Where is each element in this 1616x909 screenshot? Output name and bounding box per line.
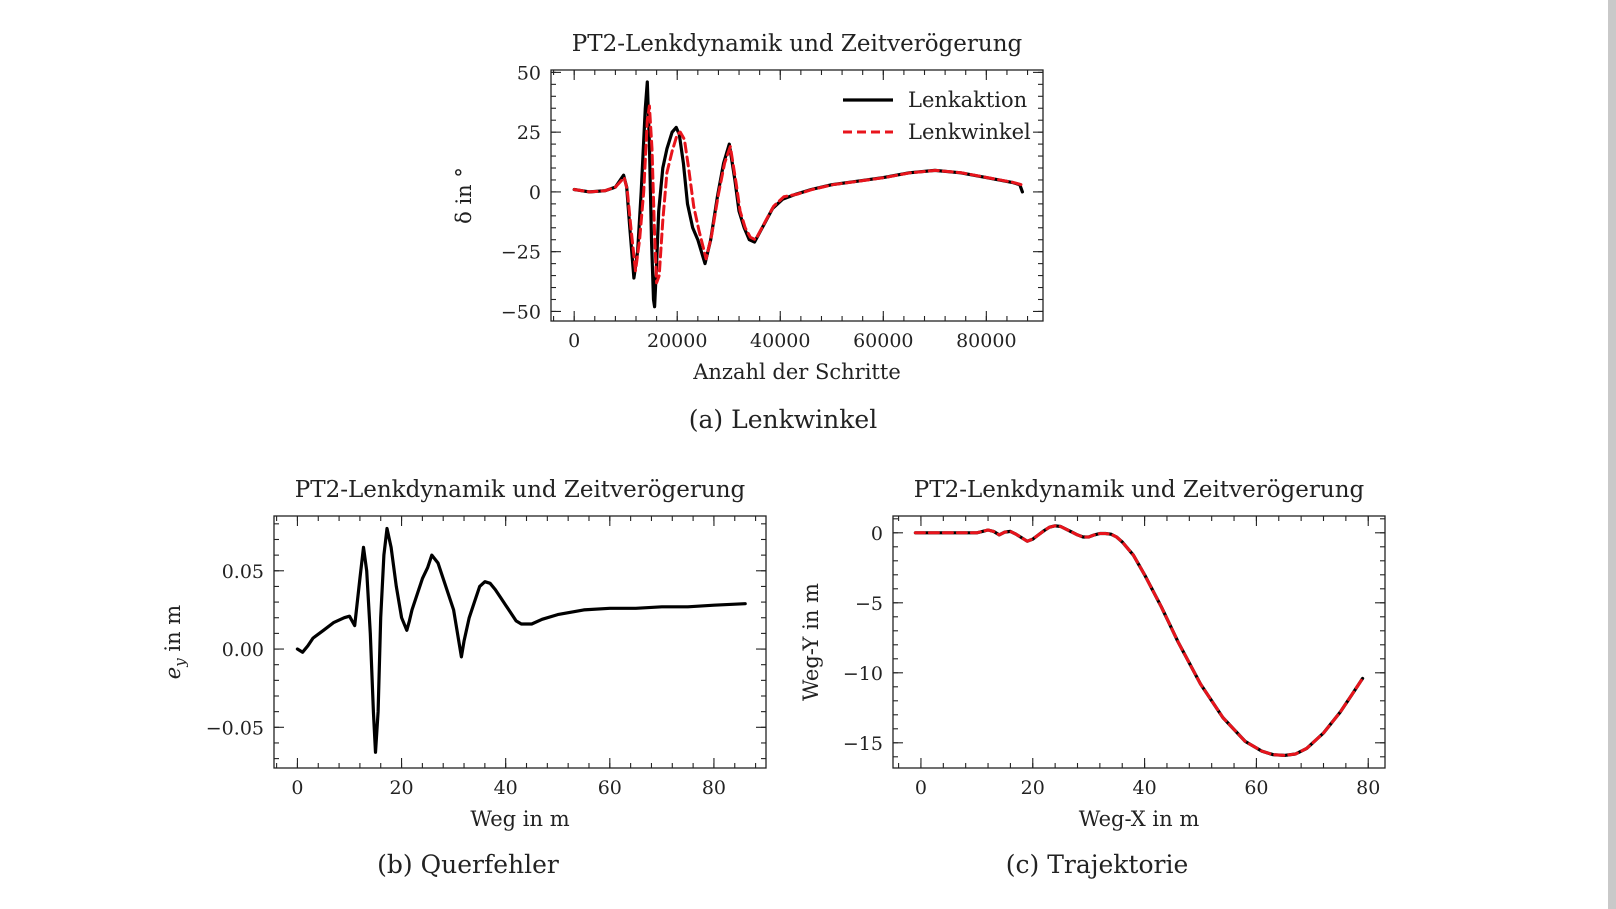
y-tick-label-a: −25	[501, 242, 541, 264]
y-axis-label-a: δ in °	[452, 167, 476, 224]
y-tick-label-b: −0.05	[206, 717, 264, 739]
x-tick-label-a: 20000	[647, 330, 707, 352]
legend-label-2: Lenkwinkel	[908, 120, 1031, 144]
chart-b: 0 20 40 60 80 −0.05 0.00 0.05 PT2-Lenkdynamik un…	[161, 477, 767, 879]
legend-a: Lenkaktion Lenkwinkel	[843, 88, 1031, 144]
x-axis-label-a: Anzahl der Schritte	[692, 360, 901, 384]
x-tick-label-c: 60	[1244, 777, 1268, 799]
x-tick-label-b: 60	[598, 777, 622, 799]
x-tick-label-b: 20	[389, 777, 413, 799]
x-tick-label-b: 0	[291, 777, 303, 799]
series-line-b-1	[295, 526, 747, 754]
x-tick-label-c: 0	[915, 777, 927, 799]
x-tick-label-c: 80	[1356, 777, 1380, 799]
plot-frame-a	[550, 69, 1044, 322]
x-axis-label-b: Weg in m	[470, 807, 569, 831]
x-tick-label-b: 40	[494, 777, 518, 799]
y-tick-label-c: −5	[855, 593, 883, 615]
x-tick-label-a: 40000	[750, 330, 810, 352]
y-tick-label-b: 0.00	[222, 639, 264, 661]
y-axis-label-b: ey in m	[161, 605, 189, 680]
x-tick-label-a: 80000	[956, 330, 1016, 352]
y-tick-label-c: −10	[843, 663, 883, 685]
chart-title-b: PT2-Lenkdynamik und Zeitverögerung	[295, 477, 746, 503]
y-tick-label-c: −15	[843, 733, 883, 755]
figure-caption-a: (a) Lenkwinkel	[689, 405, 877, 434]
y-tick-label-b: 0.05	[222, 561, 264, 583]
x-tick-label-b: 80	[702, 777, 726, 799]
x-axis-label-c: Weg-X in m	[1079, 807, 1200, 831]
plot-frame-c	[892, 515, 1386, 769]
x-tick-label-c: 20	[1021, 777, 1045, 799]
plot-frame-b	[273, 515, 767, 769]
legend-label-1: Lenkaktion	[908, 88, 1027, 112]
chart-c: 0 20 40 60 80 −15 −10 −5 0 PT2-Lenkdynamik und Ze…	[799, 477, 1386, 879]
series-line-c-2	[913, 524, 1365, 757]
y-tick-label-c: 0	[871, 523, 883, 545]
series-line-c-1	[913, 524, 1365, 757]
x-tick-label-a: 60000	[853, 330, 913, 352]
y-tick-label-a: −50	[501, 301, 541, 323]
figure-caption-c: (c) Trajektorie	[1006, 850, 1189, 879]
series-line-a-2	[572, 104, 1023, 285]
chart-title-a: PT2-Lenkdynamik und Zeitverögerung	[572, 31, 1023, 57]
y-tick-label-a: 50	[517, 62, 541, 84]
x-tick-label-c: 40	[1132, 777, 1156, 799]
chart-a: 0 20000 40000 60000 80000 −50 −25 0 25 50 PT2-Lenk…	[452, 31, 1044, 434]
figure-caption-b: (b) Querfehler	[377, 850, 559, 879]
scrollbar-thumb[interactable]	[1608, 0, 1616, 909]
y-tick-label-a: 25	[517, 122, 541, 144]
vertical-scrollbar[interactable]	[1608, 0, 1616, 909]
y-axis-label-c: Weg-Y in m	[799, 583, 823, 701]
y-tick-label-a: 0	[529, 182, 541, 204]
chart-title-c: PT2-Lenkdynamik und Zeitverögerung	[914, 477, 1365, 503]
x-tick-label-a: 0	[568, 330, 580, 352]
